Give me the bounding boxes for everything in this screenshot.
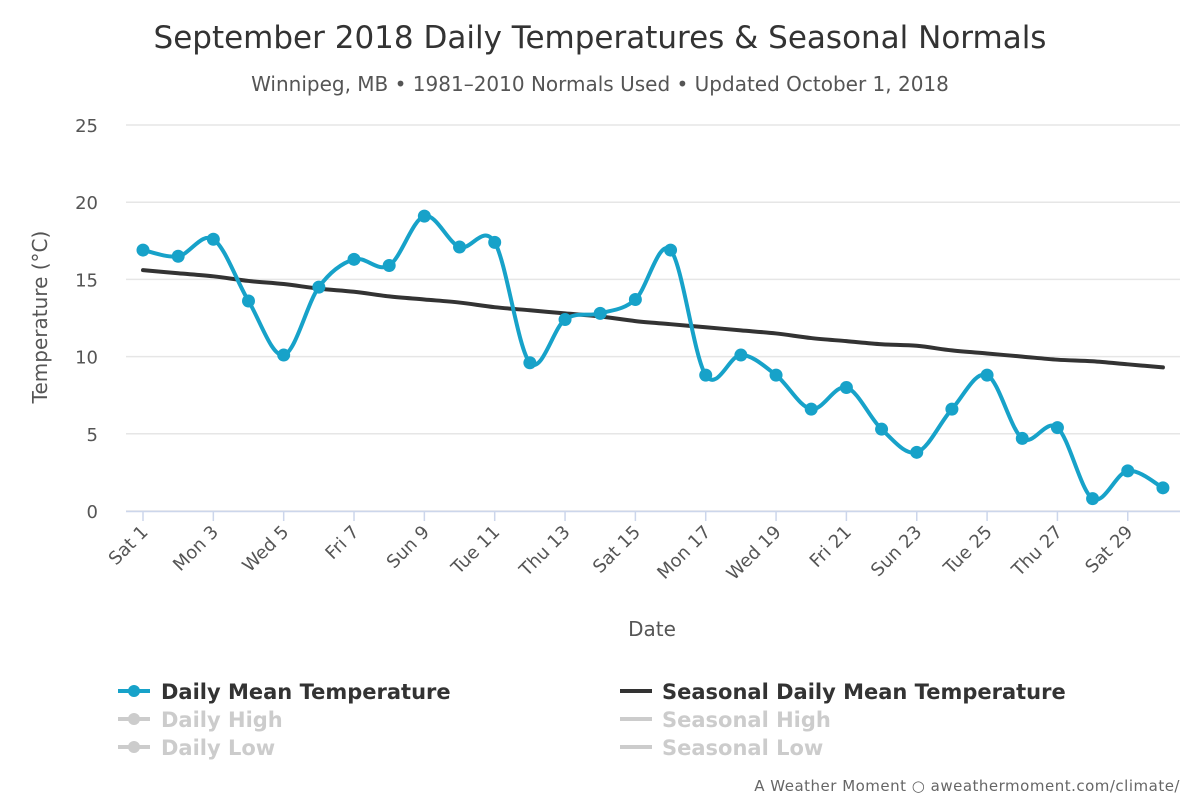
daily-mean-temperature-point-20[interactable] [804, 402, 818, 416]
x-tick-label: Tue 25 [939, 522, 997, 580]
daily-mean-temperature-point-16[interactable] [664, 243, 678, 257]
daily-mean-temperature-point-24[interactable] [945, 402, 959, 416]
legend: Daily Mean Temperature Daily High Daily … [118, 680, 1066, 760]
y-tick-label: 10 [75, 348, 98, 369]
legend-daily-low-label: Daily Low [161, 736, 275, 760]
legend-item-seasonal-mean[interactable]: Seasonal Daily Mean Temperature [620, 680, 1066, 704]
legend-daily-mean-marker [128, 685, 140, 697]
x-tick-label: Mon 3 [169, 522, 223, 576]
daily-mean-temperature-point-28[interactable] [1086, 492, 1100, 506]
x-tick-label: Tue 11 [447, 522, 505, 580]
daily-mean-temperature-point-30[interactable] [1156, 481, 1170, 495]
seasonal-daily-mean-temperature-line [141, 268, 1165, 370]
series-seasonal-daily-mean-temperature [141, 268, 1165, 370]
chart-subtitle: Winnipeg, MB • 1981–2010 Normals Used • … [251, 72, 949, 96]
daily-mean-temperature-point-10[interactable] [453, 240, 467, 254]
x-tick-label: Thu 27 [1007, 522, 1067, 582]
y-axis-ticks: 0 5 10 15 20 25 [75, 116, 98, 523]
x-tick-label: Wed 19 [723, 522, 786, 585]
legend-seasonal-mean-label: Seasonal Daily Mean Temperature [662, 680, 1066, 704]
daily-mean-temperature-point-11[interactable] [488, 235, 502, 249]
legend-daily-mean-label: Daily Mean Temperature [161, 680, 451, 704]
y-tick-label: 0 [87, 502, 98, 523]
x-tick-label: Sat 1 [105, 522, 153, 570]
legend-daily-high-label: Daily High [161, 708, 283, 732]
y-tick-label: 25 [75, 116, 98, 137]
x-tick-label: Mon 17 [653, 522, 715, 584]
x-tick-label: Sun 9 [383, 522, 434, 573]
x-tick-label: Thu 13 [515, 522, 575, 582]
daily-mean-temperature-point-9[interactable] [417, 209, 431, 223]
y-tick-label: 5 [87, 425, 98, 446]
daily-mean-temperature-point-15[interactable] [628, 292, 642, 306]
daily-mean-temperature-point-27[interactable] [1050, 421, 1064, 435]
daily-mean-temperature-point-17[interactable] [699, 368, 713, 382]
x-tick-label: Fri 21 [806, 522, 856, 572]
daily-mean-temperature-point-2[interactable] [171, 249, 185, 263]
x-axis-title: Date [628, 617, 676, 641]
plot-series [136, 209, 1170, 506]
series-daily-mean-temperature [136, 209, 1170, 506]
legend-item-daily-high[interactable]: Daily High [118, 708, 283, 732]
daily-mean-temperature-point-25[interactable] [980, 368, 994, 382]
daily-mean-temperature-point-29[interactable] [1121, 464, 1135, 478]
daily-mean-temperature-point-3[interactable] [206, 232, 220, 246]
x-tick-label: Sat 15 [589, 522, 645, 578]
y-axis-title: Temperature (°C) [28, 231, 52, 405]
legend-daily-high-marker [128, 713, 140, 725]
legend-daily-low-marker [128, 741, 140, 753]
chart-credit-link[interactable]: A Weather Moment ○ aweathermoment.com/cl… [754, 777, 1180, 795]
legend-item-daily-low[interactable]: Daily Low [118, 736, 275, 760]
y-tick-label: 15 [75, 270, 98, 291]
x-tick-label: Sat 29 [1081, 522, 1137, 578]
y-tick-label: 20 [75, 193, 98, 214]
x-tick-label: Sun 23 [867, 522, 926, 581]
legend-seasonal-high-label: Seasonal High [662, 708, 831, 732]
legend-seasonal-low-label: Seasonal Low [662, 736, 823, 760]
daily-mean-temperature-point-1[interactable] [136, 243, 150, 257]
x-tick-label: Wed 5 [238, 522, 293, 577]
daily-mean-temperature-point-14[interactable] [593, 306, 607, 320]
daily-mean-temperature-point-22[interactable] [875, 422, 889, 436]
daily-mean-temperature-point-5[interactable] [277, 348, 291, 362]
x-tick-label: Fri 7 [321, 522, 363, 564]
daily-mean-temperature-point-18[interactable] [734, 348, 748, 362]
chart-title: September 2018 Daily Temperatures & Seas… [154, 20, 1047, 56]
daily-mean-temperature-point-6[interactable] [312, 280, 326, 294]
legend-item-seasonal-high[interactable]: Seasonal High [620, 708, 831, 732]
legend-item-seasonal-low[interactable]: Seasonal Low [620, 736, 823, 760]
daily-mean-temperature-point-8[interactable] [382, 259, 396, 273]
legend-item-daily-mean[interactable]: Daily Mean Temperature [118, 680, 451, 704]
daily-mean-temperature-point-12[interactable] [523, 356, 537, 370]
daily-mean-temperature-point-13[interactable] [558, 313, 572, 327]
daily-mean-temperature-point-23[interactable] [910, 445, 924, 459]
x-axis-ticks: Sat 1 Mon 3 Wed 5 Fri 7 Sun 9 Tue 11 Thu 13 Sat… [105, 511, 1137, 585]
gridlines [126, 124, 1180, 513]
daily-mean-temperature-point-21[interactable] [839, 380, 853, 394]
daily-mean-temperature-point-19[interactable] [769, 368, 783, 382]
daily-mean-temperature-line [141, 214, 1165, 502]
daily-mean-temperature-point-7[interactable] [347, 252, 361, 266]
daily-mean-temperature-point-4[interactable] [242, 294, 256, 308]
daily-mean-temperature-point-26[interactable] [1015, 431, 1029, 445]
